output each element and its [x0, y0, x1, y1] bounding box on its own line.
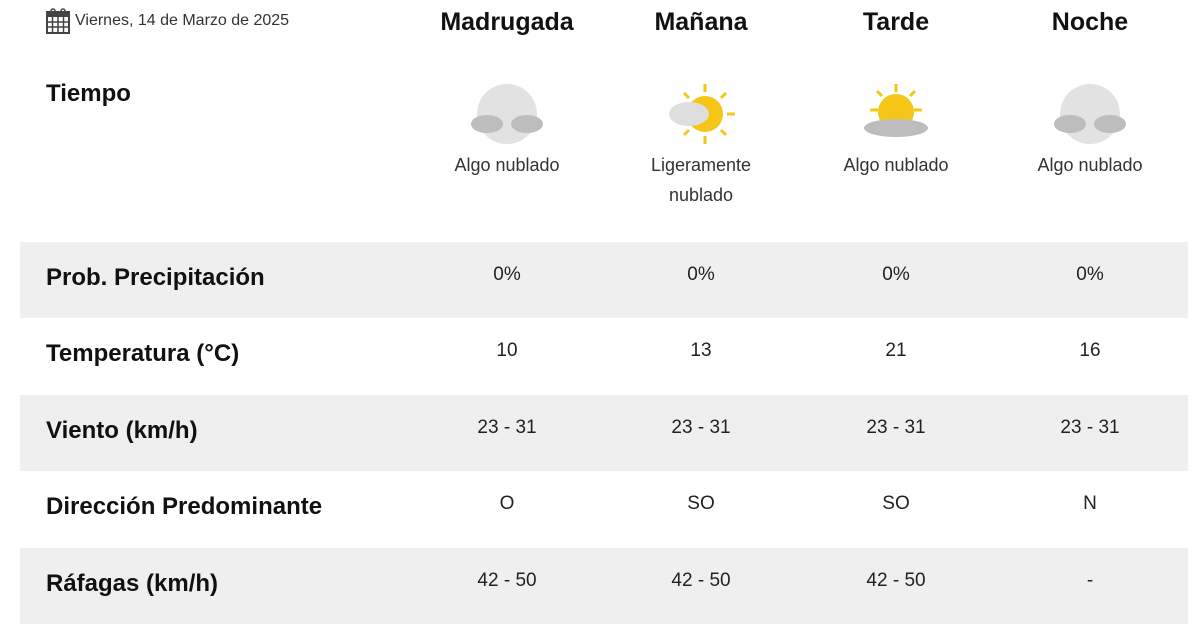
cell: O: [499, 493, 515, 514]
row-precipitation: Prob. Precipitación 0% 0% 0% 0%: [20, 242, 1188, 318]
period-header: Tarde: [862, 8, 930, 36]
weather-desc: Ligeramente nublado: [650, 155, 752, 205]
cell: 42 - 50: [671, 570, 731, 591]
row-gusts: Ráfagas (km/h) 42 - 50 42 - 50 42 - 50 -: [20, 548, 1188, 624]
cell: N: [1083, 493, 1097, 514]
moon-cloud-icon: [471, 84, 543, 144]
cell: 23 - 31: [1060, 417, 1120, 438]
cell: 23 - 31: [866, 417, 926, 438]
cell: 42 - 50: [477, 570, 537, 591]
row-label: Prob. Precipitación: [46, 264, 265, 291]
cell: SO: [687, 493, 715, 514]
weather-desc: Algo nublado: [843, 155, 949, 175]
row-direction: Dirección Predominante O SO SO N: [20, 471, 1188, 547]
weather-cell: Algo nublado: [412, 82, 602, 180]
weather-desc: Algo nublado: [454, 155, 560, 175]
cell: 0%: [1076, 264, 1104, 285]
cell: SO: [882, 493, 910, 514]
row-label: Dirección Predominante: [46, 493, 323, 520]
row-wind: Viento (km/h) 23 - 31 23 - 31 23 - 31 23…: [20, 395, 1188, 471]
cell: 23 - 31: [477, 417, 537, 438]
weather-cell: Algo nublado: [801, 82, 991, 180]
cell: 0%: [493, 264, 521, 285]
tiempo-label: Tiempo: [46, 80, 131, 107]
moon-cloud-icon: [1054, 84, 1126, 144]
calendar-icon: [46, 8, 70, 34]
date-text: Viernes, 14 de Marzo de 2025: [75, 12, 290, 29]
cell: 23 - 31: [671, 417, 731, 438]
weather-cell: Ligeramente nublado: [606, 82, 796, 210]
cell: 0%: [882, 264, 910, 285]
cell: 21: [885, 340, 907, 361]
sun-cloud-icon: [864, 84, 928, 137]
row-temperature: Temperatura (°C) 10 13 21 16: [20, 318, 1188, 394]
period-header: Madrugada: [440, 8, 574, 36]
cell: 0%: [687, 264, 715, 285]
period-header: Mañana: [654, 8, 748, 36]
date-header: Viernes, 14 de Marzo de 2025: [46, 8, 289, 34]
cell: 42 - 50: [866, 570, 926, 591]
row-label: Temperatura (°C): [46, 340, 240, 367]
weather-desc: Algo nublado: [1037, 155, 1143, 175]
weather-cell: Algo nublado: [995, 82, 1185, 180]
sun-cloud-icon: [669, 84, 735, 144]
row-label: Ráfagas (km/h): [46, 570, 219, 597]
cell: 16: [1079, 340, 1101, 361]
row-label: Viento (km/h): [46, 417, 198, 444]
cell: 10: [496, 340, 518, 361]
period-header: Noche: [1051, 8, 1129, 36]
cell: 13: [690, 340, 712, 361]
cell: -: [1086, 570, 1094, 591]
